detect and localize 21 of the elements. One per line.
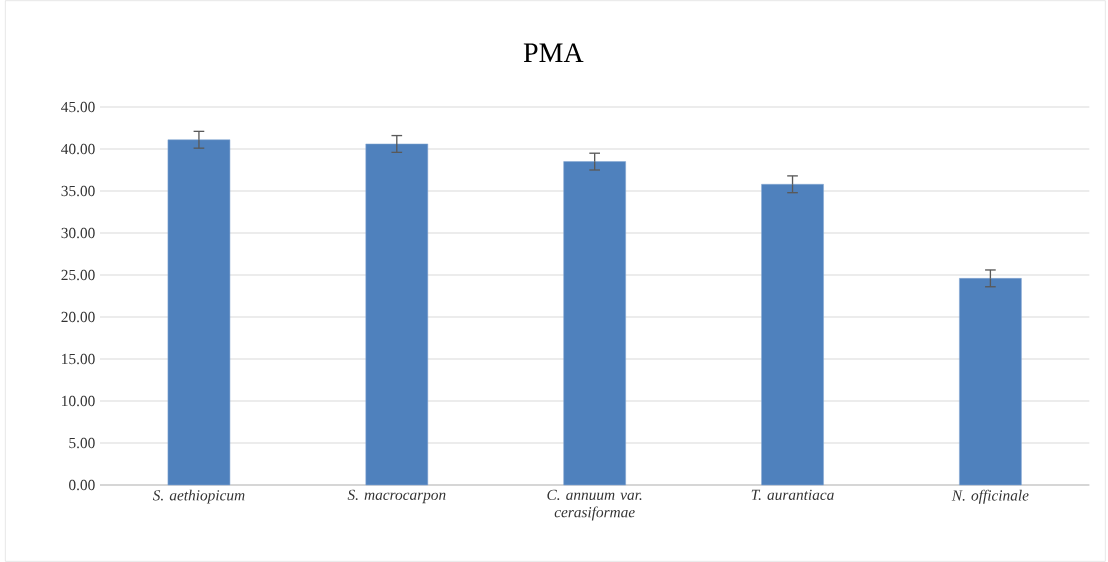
y-tick-label: 20.00 [61,311,95,323]
x-tick-label: N. officinale [951,489,1029,504]
y-tick-label: 25.00 [61,269,95,281]
x-tick-label: T. aurantiaca [751,489,834,501]
bar [761,184,824,486]
y-tick-label: 45.00 [61,101,95,113]
x-tick-label: S. macrocarpon [347,489,446,504]
bar [365,143,429,486]
y-tick-label: 30.00 [61,227,95,239]
y-tick-label: 35.00 [61,185,95,197]
x-tick-label: C. annuum var. cerasiformae [547,489,642,521]
y-tick-label: 0.00 [69,479,95,491]
chart-title: PMA [523,43,584,62]
y-tick-label: 40.00 [61,143,95,155]
y-tick-label: 15.00 [62,353,95,365]
y-tick-label: 5.00 [69,437,95,449]
bar [959,278,1022,486]
bar [167,139,231,486]
bar [563,161,626,486]
y-tick-label: 10.00 [62,395,95,407]
x-tick-label: S. aethiopicum [152,489,245,504]
